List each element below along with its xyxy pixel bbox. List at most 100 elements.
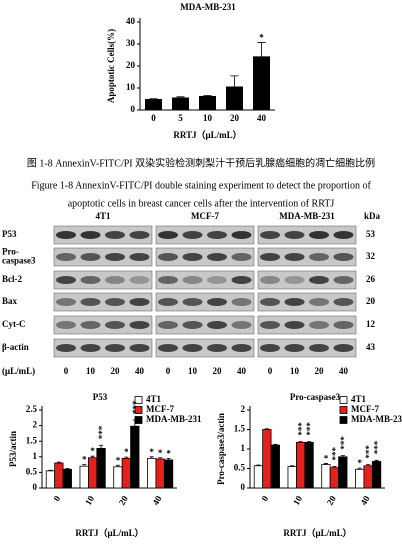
blot-band — [284, 231, 305, 239]
error-bar — [230, 75, 239, 87]
y-tick-label: 0.5 — [26, 466, 38, 476]
x-tick-label: 20 — [230, 113, 240, 123]
y-tick-label: 20 — [126, 60, 136, 70]
caption-english: Figure 1-8 AnnexinV-FITC/PI double stain… — [31, 180, 371, 191]
blot-dose: 20 — [111, 366, 121, 376]
blot-kda: 43 — [366, 342, 376, 352]
error-bar — [90, 455, 95, 458]
blot-band — [80, 321, 101, 329]
blot-panel — [257, 225, 357, 245]
bar — [198, 95, 216, 111]
error-bar — [115, 464, 121, 467]
error-bar — [124, 456, 129, 459]
blot-group-label: MCF-7 — [191, 211, 219, 221]
blot-band — [158, 298, 178, 306]
error-bar — [273, 443, 278, 446]
blot-dose-label: (μL/mL) — [2, 366, 35, 376]
blot-band — [309, 276, 329, 284]
blot-band — [80, 253, 101, 261]
blot-band — [309, 298, 329, 306]
blot-band — [207, 298, 227, 306]
blot-band — [105, 231, 125, 239]
blot-band — [80, 298, 101, 306]
blot-band — [105, 298, 125, 306]
legend-swatch — [339, 416, 348, 424]
blot-band — [158, 344, 178, 352]
y-tick-label: 1 — [33, 451, 38, 461]
bar — [147, 457, 157, 489]
blot-band — [182, 298, 203, 306]
error-bar — [65, 467, 70, 470]
significance-mark: *** — [131, 400, 141, 414]
blot-band — [105, 276, 125, 284]
blot-panel — [53, 315, 153, 335]
significance-mark: *** — [339, 436, 349, 450]
bar — [355, 468, 365, 489]
bar — [321, 464, 331, 489]
blot-band — [333, 344, 354, 352]
blot-panel — [155, 292, 255, 312]
bar — [363, 465, 373, 489]
x-tick-label: 10 — [83, 494, 96, 507]
bar — [45, 470, 56, 489]
blot-panel — [53, 338, 153, 358]
blot-band — [182, 231, 203, 239]
blot-band — [284, 253, 305, 261]
blot-band — [260, 344, 280, 352]
blot-row-label: Cyt-C — [2, 319, 26, 329]
blot-dose: 10 — [188, 366, 198, 376]
y-tick-label: 2.5 — [26, 404, 38, 414]
error-bar — [340, 455, 345, 457]
blot-kda: 32 — [366, 251, 376, 261]
blot-band — [207, 231, 227, 239]
error-bar — [264, 428, 269, 430]
blot-band — [284, 344, 305, 352]
bar — [329, 467, 339, 489]
blot-band — [260, 298, 280, 306]
blot-panel — [257, 292, 357, 312]
legend-label: 4T1 — [146, 394, 162, 404]
error-bar — [166, 457, 171, 460]
bar — [62, 468, 72, 489]
y-tick-label: 40 — [126, 16, 136, 26]
significance-mark: * — [324, 453, 329, 463]
blot-kda: 20 — [366, 296, 376, 306]
blot-band — [105, 253, 125, 261]
significance-mark: * — [357, 458, 362, 468]
blot-row-label: P53 — [2, 229, 17, 239]
significance-mark: * — [124, 447, 129, 457]
blot-band — [129, 253, 150, 261]
legend-label: MCF-7 — [146, 404, 174, 414]
bar — [113, 466, 123, 489]
blot-kda: 53 — [366, 229, 376, 239]
blot-row-label: Bax — [2, 296, 18, 306]
y-tick-label: 2 — [241, 404, 246, 414]
bar — [371, 461, 382, 489]
error-bar — [158, 457, 163, 459]
blot-band — [80, 344, 101, 352]
blot-band — [129, 231, 150, 239]
y-tick-label: 1.5 — [26, 435, 38, 445]
bar — [88, 457, 98, 489]
bar — [54, 462, 64, 489]
blot-band — [260, 253, 280, 261]
significance-mark: *** — [297, 422, 307, 436]
bar — [121, 457, 131, 489]
x-tick-label: 20 — [117, 494, 130, 507]
blot-band — [260, 321, 280, 329]
x-tick-label: 40 — [257, 113, 267, 123]
blot-band — [158, 321, 178, 329]
bar — [130, 425, 140, 489]
blot-panel — [257, 338, 357, 358]
x-tick-label: 10 — [203, 113, 213, 123]
blot-band — [284, 276, 305, 284]
blot-band — [260, 276, 280, 284]
blot-dose: 0 — [166, 366, 171, 376]
blot-kda: 26 — [366, 274, 376, 284]
blot-dose: 0 — [268, 366, 273, 376]
x-tick-label: 0 — [51, 494, 62, 503]
blot-band — [105, 344, 125, 352]
blot-panel — [155, 247, 255, 267]
blot-band — [56, 276, 76, 284]
chart-title: MDA-MB-231 — [180, 2, 236, 12]
